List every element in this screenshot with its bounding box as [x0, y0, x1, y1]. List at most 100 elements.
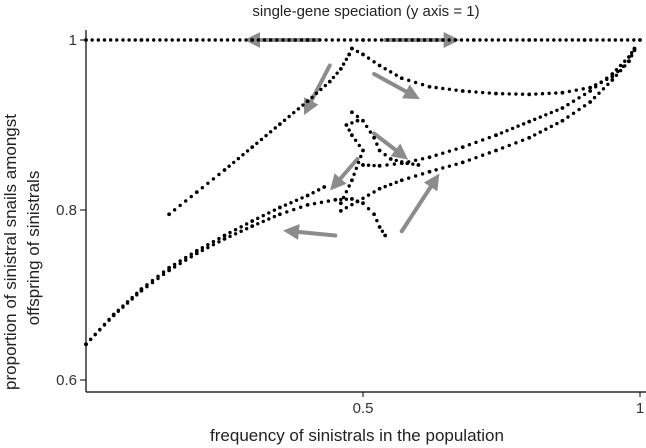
data-point [350, 178, 354, 183]
trajectory-dot [244, 222, 249, 226]
trajectory-dot [480, 90, 485, 95]
trajectory-dot [394, 158, 398, 163]
trajectory-dot [593, 83, 598, 87]
trajectory-dot [574, 88, 578, 92]
data-point [560, 118, 565, 123]
trajectory-dot [454, 88, 458, 92]
trajectory-dot [121, 305, 125, 309]
data-point [333, 197, 338, 202]
trajectory-dot [298, 205, 303, 209]
flow-arrow [283, 224, 338, 240]
data-point [139, 288, 144, 293]
trajectory-dot [613, 38, 618, 42]
data-point [460, 145, 465, 150]
trajectory-dot [605, 77, 609, 82]
trajectory-dot [292, 110, 296, 115]
trajectory-dot [379, 38, 384, 42]
trajectory-dot [447, 87, 452, 92]
trajectory-dot [170, 38, 174, 42]
trajectory-dot [319, 200, 324, 205]
trajectory-dot [474, 90, 478, 94]
trajectory-dot [354, 166, 359, 171]
trajectory-dot [467, 89, 472, 94]
trajectory-dot [241, 153, 245, 157]
trajectory-dot [348, 38, 353, 42]
trajectory-dot [407, 78, 411, 83]
trajectory-dot [239, 229, 243, 233]
trajectory-dot [98, 328, 102, 332]
trajectory-dot [447, 149, 452, 153]
trajectory-dot [375, 218, 379, 223]
data-point [527, 135, 532, 140]
trajectory-dot [88, 337, 93, 342]
trajectory-dot [361, 196, 365, 201]
trajectory-dot [380, 229, 385, 233]
trajectory-dot [189, 252, 193, 256]
trajectory-dot [597, 91, 601, 95]
trajectory-dot [228, 234, 232, 239]
data-point [399, 76, 404, 81]
trajectory-dot [366, 163, 371, 167]
trajectory-dot [350, 202, 354, 207]
trajectory-dot [272, 208, 277, 212]
trajectory-dot [540, 92, 545, 96]
trajectory-dot [571, 111, 576, 115]
y-tick-label: 0.6 [56, 372, 77, 389]
trajectory-dot [515, 38, 519, 42]
trajectory-dot [385, 163, 389, 167]
data-point [194, 38, 199, 42]
trajectory-dot [200, 248, 205, 253]
data-point [222, 233, 227, 238]
trajectory-dot [172, 265, 177, 269]
trajectory-dot [172, 262, 177, 267]
trajectory-dot [262, 38, 267, 42]
points-layer [84, 38, 642, 347]
data-point [361, 148, 365, 153]
trajectory-dot [256, 216, 260, 221]
flow-arrow [330, 157, 360, 191]
trajectory-dot [619, 38, 624, 42]
trajectory-dot [394, 73, 398, 77]
trajectory-dot [606, 82, 610, 87]
data-point [377, 225, 382, 229]
trajectory-dot [353, 138, 358, 142]
trajectory-dot [178, 203, 182, 208]
trajectory-dot [256, 222, 260, 226]
trajectory-dot [331, 75, 336, 80]
trajectory-dot [410, 38, 414, 42]
trajectory-dot [474, 140, 478, 145]
x-axis-label: frequency of sinistrals in the populatio… [210, 426, 504, 445]
trajectory-dot [510, 126, 515, 131]
trajectory-dot [356, 160, 361, 165]
trajectory-dot [616, 69, 620, 74]
trajectory-dot [335, 71, 339, 75]
trajectory-dot [607, 38, 611, 42]
trajectory-dot [116, 309, 121, 313]
trajectory-dot [394, 180, 398, 185]
data-point [361, 118, 365, 123]
trajectory-dot [441, 166, 445, 170]
trajectory-dot [176, 38, 181, 42]
trajectory-dot [107, 318, 111, 322]
data-point [427, 155, 432, 160]
data-point [355, 118, 360, 123]
trajectory-dot [125, 301, 130, 305]
trajectory-dot [441, 38, 445, 42]
trajectory-dot [261, 219, 265, 224]
trajectory-dot [228, 230, 232, 235]
trajectory-dot [330, 38, 334, 42]
trajectory-dot [521, 38, 525, 42]
trajectory-dot [339, 197, 343, 202]
data-point [278, 122, 282, 127]
trajectory-dot [496, 38, 501, 42]
trajectory-dot [211, 239, 216, 244]
trajectory-dot [217, 172, 221, 177]
trajectory-dot [413, 174, 418, 178]
trajectory-dot [567, 89, 572, 94]
trajectory-dot [314, 91, 319, 96]
trajectory-dot [206, 181, 210, 186]
trajectory-dot [184, 199, 188, 203]
trajectory-dot [310, 95, 314, 99]
data-point [167, 212, 172, 217]
trajectory-dot [422, 38, 427, 42]
